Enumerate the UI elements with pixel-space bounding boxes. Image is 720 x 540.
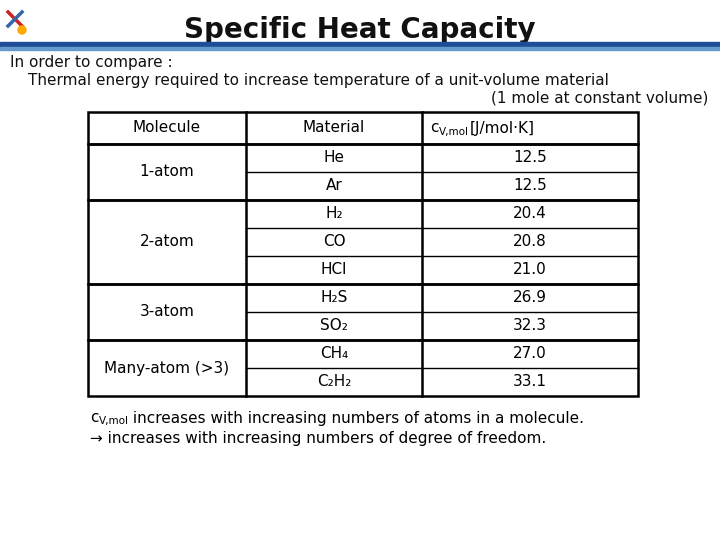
Text: SO₂: SO₂: [320, 319, 348, 334]
Text: Material: Material: [303, 120, 365, 136]
Text: 20.4: 20.4: [513, 206, 547, 221]
Bar: [0, 42, 720, 47]
Text: H₂S: H₂S: [320, 291, 348, 306]
Text: → increases with increasing numbers of degree of freedom.: → increases with increasing numbers of d…: [90, 430, 546, 445]
Text: V,mol: V,mol: [439, 127, 469, 137]
Bar: [0, 47, 720, 50]
Bar: [88, 200, 638, 284]
Text: [J/mol·K]: [J/mol·K]: [470, 120, 535, 136]
Bar: [88, 112, 638, 144]
Text: 12.5: 12.5: [513, 179, 547, 193]
Text: Specific Heat Capacity: Specific Heat Capacity: [184, 16, 536, 44]
Text: Ar: Ar: [325, 179, 343, 193]
Text: 27.0: 27.0: [513, 347, 547, 361]
Text: C₂H₂: C₂H₂: [317, 375, 351, 389]
Text: 32.3: 32.3: [513, 319, 547, 334]
Bar: [88, 284, 638, 340]
Text: Many-atom (>3): Many-atom (>3): [104, 361, 230, 375]
Text: 33.1: 33.1: [513, 375, 547, 389]
Bar: [88, 340, 638, 396]
Text: 21.0: 21.0: [513, 262, 547, 278]
Text: 26.9: 26.9: [513, 291, 547, 306]
Text: 12.5: 12.5: [513, 151, 547, 165]
Text: He: He: [323, 151, 344, 165]
Text: 1-atom: 1-atom: [140, 165, 194, 179]
Text: Thermal energy required to increase temperature of a unit-volume material: Thermal energy required to increase temp…: [28, 72, 609, 87]
Text: CH₄: CH₄: [320, 347, 348, 361]
Text: V,mol: V,mol: [99, 416, 129, 426]
Text: c: c: [90, 410, 99, 426]
Bar: [88, 144, 638, 200]
Text: c: c: [430, 120, 438, 136]
Text: increases with increasing numbers of atoms in a molecule.: increases with increasing numbers of ato…: [128, 410, 584, 426]
Text: HCl: HCl: [321, 262, 347, 278]
Text: 3-atom: 3-atom: [140, 305, 194, 320]
Text: H₂: H₂: [325, 206, 343, 221]
Circle shape: [18, 26, 26, 34]
Text: Molecule: Molecule: [133, 120, 201, 136]
Text: CO: CO: [323, 234, 346, 249]
Text: 2-atom: 2-atom: [140, 234, 194, 249]
Text: 20.8: 20.8: [513, 234, 547, 249]
Text: In order to compare :: In order to compare :: [10, 55, 173, 70]
Text: (1 mole at constant volume): (1 mole at constant volume): [490, 91, 708, 105]
